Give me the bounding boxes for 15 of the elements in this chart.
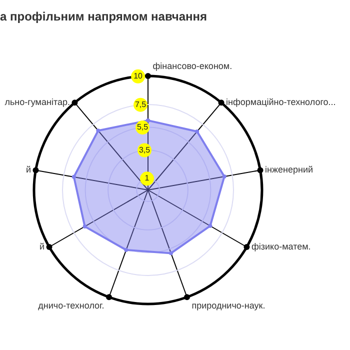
spoke-label: інженерний: [265, 164, 314, 174]
spoke-label: й: [39, 241, 45, 252]
spoke-label: інформаційно-технолого...: [226, 96, 336, 107]
spoke-label: фізико-матем.: [251, 241, 311, 252]
spoke-label: природничо-наук.: [192, 300, 266, 311]
y-tick-label: 3,5: [138, 145, 151, 154]
y-tick-label: 7,5: [134, 100, 147, 109]
spoke-label: льно-гуманітар.: [4, 96, 70, 107]
spoke-label: дничо-технолог.: [38, 300, 104, 311]
y-tick-label: 10: [134, 71, 144, 80]
chart-title: а профільним напрямом навчання: [0, 10, 208, 24]
spoke-label: й: [26, 164, 31, 174]
spoke-label: фінансово-економ.: [152, 61, 232, 71]
y-tick-label: 5,5: [136, 122, 149, 132]
y-tick-label: 1: [144, 174, 150, 183]
